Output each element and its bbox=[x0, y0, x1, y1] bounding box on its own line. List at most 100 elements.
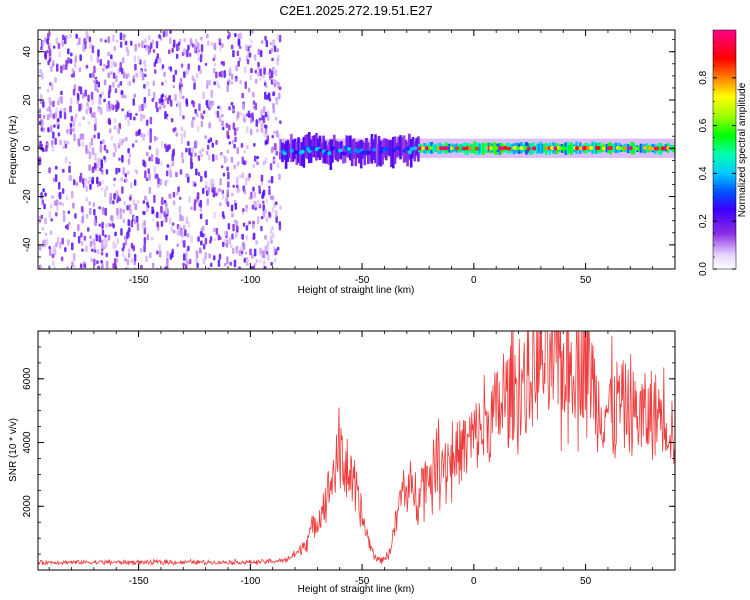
spectrogram-noise-cell bbox=[268, 98, 272, 102]
spectrogram-band-cell bbox=[401, 136, 404, 156]
spectrogram-noise-cell bbox=[41, 72, 44, 80]
spectrogram-noise-cell bbox=[219, 178, 222, 186]
spectrogram-band-peak bbox=[655, 146, 660, 151]
spectrogram-band-peak bbox=[341, 151, 346, 156]
spectrogram-noise-cell bbox=[106, 223, 110, 228]
spectrogram-noise-cell bbox=[96, 56, 100, 63]
spectrogram-noise-cell bbox=[105, 65, 108, 69]
spectrogram-noise-cell bbox=[200, 153, 203, 158]
spectrogram-noise-cell bbox=[251, 254, 254, 259]
spectrogram-band-peak bbox=[549, 146, 555, 150]
spectrogram-noise-cell bbox=[45, 144, 48, 152]
spectrogram-noise-cell bbox=[135, 72, 138, 78]
spectrogram-noise-cell bbox=[254, 155, 257, 162]
spectrogram-band-cell bbox=[639, 143, 643, 153]
spectrogram-noise-cell bbox=[99, 140, 103, 145]
spectrogram-noise-cell bbox=[58, 181, 61, 190]
spectrogram-noise-cell bbox=[232, 50, 235, 58]
spectrogram-noise-cell bbox=[101, 180, 104, 185]
spectrogram-noise-cell bbox=[78, 37, 81, 45]
spectrogram-noise-cell bbox=[169, 164, 172, 170]
spectrogram-noise-cell bbox=[252, 91, 255, 98]
spectrogram-band-peak bbox=[532, 146, 537, 151]
spectrogram-noise-cell bbox=[210, 89, 213, 98]
spectrogram-noise-cell bbox=[72, 120, 76, 127]
spectrogram-noise-cell bbox=[228, 32, 231, 38]
spectrogram-band-cell bbox=[571, 143, 575, 154]
spectrogram-noise-cell bbox=[48, 42, 51, 46]
spectrogram-noise-cell bbox=[213, 81, 216, 86]
spectrogram-noise-cell bbox=[180, 133, 184, 138]
spectrogram-noise-cell bbox=[96, 260, 99, 265]
y-tick-label: -40 bbox=[22, 237, 33, 252]
spectrogram-noise-cell bbox=[82, 92, 85, 99]
spectrogram-noise-cell bbox=[64, 225, 68, 229]
spectrogram-noise-cell bbox=[91, 99, 95, 105]
spectrogram-noise-cell bbox=[94, 76, 98, 80]
spectrogram-noise-cell bbox=[248, 196, 252, 200]
spectrogram-noise-cell bbox=[38, 120, 42, 125]
spectrogram-noise-cell bbox=[255, 240, 258, 245]
spectrogram-noise-cell bbox=[71, 68, 74, 74]
spectrogram-noise-cell bbox=[199, 213, 203, 219]
spectrogram-x-ticks: -150 -100 -50 0 50 bbox=[48, 30, 676, 286]
spectrogram-noise-cell bbox=[196, 262, 199, 268]
spectrogram-noise-cell bbox=[222, 61, 225, 67]
spectrogram-band-peak bbox=[424, 146, 430, 151]
spectrogram-band-peak bbox=[474, 146, 480, 151]
spectrogram-band-cell bbox=[399, 135, 402, 160]
spectrogram-noise-cell bbox=[231, 108, 234, 112]
spectrogram-noise-cell bbox=[78, 86, 81, 92]
spectrogram-noise-cell bbox=[61, 188, 65, 194]
spectrogram-noise-cell bbox=[48, 105, 51, 112]
spectrogram-noise-cell bbox=[116, 207, 119, 216]
spectrogram-noise-cell bbox=[75, 181, 79, 187]
spectrogram-noise-cell bbox=[107, 51, 110, 57]
spectrogram-noise-cell bbox=[164, 79, 168, 83]
spectrogram-noise-cell bbox=[110, 135, 114, 141]
spectrogram-noise-cell bbox=[91, 147, 95, 156]
spectrogram-noise-cell bbox=[74, 116, 77, 122]
spectrogram-noise-cell bbox=[102, 139, 105, 144]
spectrogram-noise-cell bbox=[188, 52, 192, 57]
spectrogram-band-cell bbox=[322, 135, 325, 164]
spectrogram-noise-cell bbox=[244, 66, 247, 74]
spectrogram-noise-cell bbox=[112, 241, 115, 249]
spectrogram-y-ticks: -40 -20 0 20 40 bbox=[22, 39, 675, 270]
spectrogram-noise-cell bbox=[77, 224, 80, 231]
spectrogram-noise-cell bbox=[278, 224, 282, 231]
spectrogram-noise-cell bbox=[252, 186, 255, 192]
spectrogram-noise-cell bbox=[137, 200, 140, 204]
spectrogram-noise-cell bbox=[160, 161, 163, 166]
spectrogram-noise-cell bbox=[187, 245, 190, 252]
spectrogram-noise-cell bbox=[185, 98, 188, 105]
spectrogram-band-peak bbox=[355, 149, 361, 154]
spectrogram-band-peak bbox=[633, 146, 639, 151]
spectrogram-noise-cell bbox=[159, 212, 162, 220]
spectrogram-noise-cell bbox=[98, 235, 102, 243]
spectrogram-noise-cell bbox=[64, 247, 67, 252]
spectrogram-band-peak bbox=[289, 148, 295, 153]
spectrogram-band-peak bbox=[585, 146, 590, 151]
spectrogram-panel: -150 -100 -50 0 50 -40 -20 0 20 40 Height of str… bbox=[8, 29, 676, 296]
spectrogram-band-cell bbox=[435, 145, 439, 152]
spectrogram-noise-cell bbox=[157, 158, 160, 165]
spectrogram-noise-cell bbox=[186, 49, 189, 58]
spectrogram-noise-cell bbox=[120, 90, 124, 95]
spectrogram-noise-cell bbox=[269, 163, 273, 171]
spectrogram-noise-cell bbox=[260, 225, 263, 232]
spectrogram-noise-cell bbox=[95, 168, 98, 172]
spectrogram-band-peak bbox=[467, 146, 472, 151]
spectrogram-noise-cell bbox=[128, 227, 131, 233]
spectrogram-noise-cell bbox=[267, 179, 271, 184]
spectrogram-noise-cell bbox=[176, 100, 180, 108]
spectrogram-noise-cell bbox=[170, 225, 173, 232]
spectrogram-noise-cell bbox=[55, 107, 58, 113]
spectrogram-noise-cell bbox=[89, 207, 92, 215]
spectrogram-noise-cell bbox=[93, 258, 96, 267]
spectrogram-band-peak bbox=[361, 150, 366, 155]
y-tick-label: 2000 bbox=[22, 495, 33, 518]
spectrogram-noise-cell bbox=[237, 161, 240, 165]
spectrogram-noise-cell bbox=[159, 106, 162, 110]
spectrogram-noise-cell bbox=[149, 128, 152, 136]
